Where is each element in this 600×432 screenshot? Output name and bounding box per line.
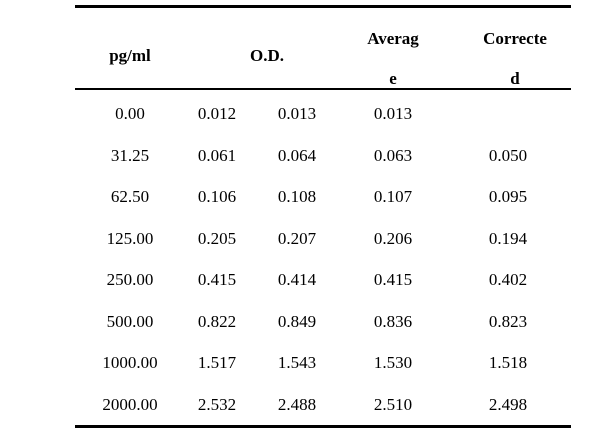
table-row: 62.50 0.106 0.108 0.107 0.095 [75, 176, 571, 218]
cell-pgml: 250.00 [106, 270, 154, 289]
cell-average: 0.063 [373, 145, 413, 165]
table-row: 31.25 0.061 0.064 0.063 0.050 [75, 135, 571, 177]
cell-corrected: 0.823 [488, 311, 528, 331]
header-corrected: Correcte d [459, 30, 571, 87]
cell-corrected: 2.498 [488, 394, 528, 414]
cell-pgml: 125.00 [106, 228, 154, 248]
cell-corrected: 0.095 [488, 187, 528, 206]
cell-od-1: 0.012 [197, 104, 237, 123]
table-row: 250.00 0.415 0.414 0.415 0.402 [75, 259, 571, 301]
cell-average: 0.107 [373, 187, 413, 206]
header-corrected-line1: Correcte [483, 29, 547, 48]
cell-average: 0.415 [373, 270, 413, 289]
header-corrected-line2: d [510, 69, 520, 88]
table-row: 2000.00 2.532 2.488 2.510 2.498 [75, 384, 571, 426]
cell-od-2: 0.414 [277, 270, 317, 289]
table-top-rule [75, 5, 571, 8]
cell-od-1: 0.822 [197, 311, 237, 331]
table-header-rule [75, 88, 571, 90]
cell-corrected: 1.518 [488, 353, 528, 372]
table-row: 0.00 0.012 0.013 0.013 [75, 93, 571, 135]
cell-od-1: 1.517 [197, 353, 237, 372]
od-table: pg/ml O.D. Averag e Correcte d 0.00 0.012… [75, 5, 571, 428]
cell-od-2: 0.849 [277, 311, 317, 331]
cell-corrected: 0.194 [488, 228, 528, 248]
table-row: 1000.00 1.517 1.543 1.530 1.518 [75, 342, 571, 384]
header-od: O.D. [250, 46, 284, 65]
cell-pgml: 2000.00 [102, 394, 158, 414]
cell-od-1: 0.415 [197, 270, 237, 289]
cell-corrected: 0.402 [488, 270, 528, 289]
cell-od-2: 0.064 [277, 145, 317, 165]
cell-average: 0.836 [373, 311, 413, 331]
cell-average: 0.206 [373, 228, 413, 248]
table-row: 125.00 0.205 0.207 0.206 0.194 [75, 218, 571, 260]
header-average: Averag e [345, 30, 441, 87]
cell-corrected: 0.050 [488, 145, 528, 165]
cell-pgml: 500.00 [106, 311, 154, 331]
cell-pgml: 1000.00 [102, 353, 158, 372]
cell-od-2: 2.488 [277, 394, 317, 414]
table-row: 500.00 0.822 0.849 0.836 0.823 [75, 301, 571, 343]
cell-od-2: 1.543 [277, 353, 317, 372]
header-average-line2: e [389, 69, 397, 88]
cell-od-2: 0.207 [277, 228, 317, 248]
cell-od-2: 0.013 [277, 104, 317, 123]
table-bottom-rule [75, 425, 571, 428]
cell-od-1: 0.106 [197, 187, 237, 206]
header-pgml: pg/ml [109, 46, 151, 65]
table-body: 0.00 0.012 0.013 0.013 31.25 0.061 0.064 0.063 0… [75, 90, 571, 425]
header-average-line1: Averag [367, 29, 419, 48]
cell-average: 1.530 [373, 353, 413, 372]
cell-od-1: 2.532 [197, 394, 237, 414]
cell-pgml: 31.25 [110, 145, 150, 165]
cell-od-1: 0.205 [197, 228, 237, 248]
cell-average: 0.013 [373, 104, 413, 123]
cell-od-2: 0.108 [277, 187, 317, 206]
table-header: pg/ml O.D. Averag e Correcte d [75, 8, 571, 88]
cell-pgml: 0.00 [115, 104, 145, 123]
cell-pgml: 62.50 [110, 187, 150, 206]
cell-od-1: 0.061 [197, 145, 237, 165]
cell-average: 2.510 [373, 394, 413, 414]
cell-corrected [472, 93, 544, 135]
